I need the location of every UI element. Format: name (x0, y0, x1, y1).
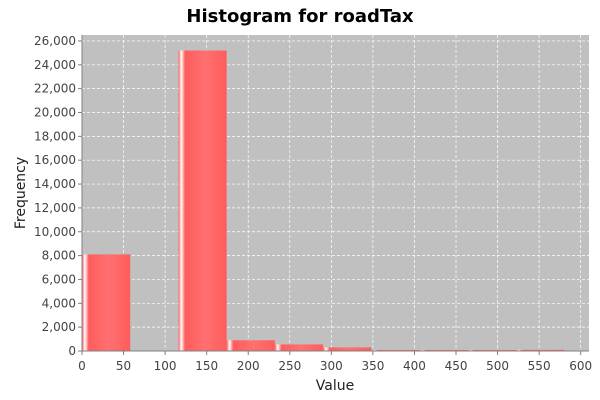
y-tick-label: 6,000 (42, 272, 76, 286)
x-tick-label: 350 (361, 359, 384, 373)
y-tick-label: 4,000 (42, 296, 76, 310)
x-tick-label: 300 (320, 359, 343, 373)
y-tick-label: 14,000 (34, 177, 76, 191)
x-tick-label: 200 (237, 359, 260, 373)
x-tick-label: 600 (569, 359, 592, 373)
histogram-bar (323, 347, 372, 351)
x-tick-label: 450 (445, 359, 468, 373)
chart-title: Histogram for roadTax (186, 6, 414, 27)
grid-lines (82, 35, 589, 351)
y-tick-label: 22,000 (34, 82, 76, 96)
x-tick-label: 150 (195, 359, 218, 373)
histogram-bar (274, 344, 324, 351)
histogram-bar (226, 340, 275, 351)
y-tick-label: 8,000 (42, 249, 76, 263)
x-tick-label: 500 (486, 359, 509, 373)
y-tick-label: 18,000 (34, 129, 76, 143)
x-tick-label: 100 (154, 359, 177, 373)
histogram-bar (178, 50, 227, 351)
y-tick-label: 26,000 (34, 34, 76, 48)
x-tick-label: 550 (528, 359, 551, 373)
y-tick-label: 12,000 (34, 201, 76, 215)
axes: 0 2,000 4,000 6,000 8,000 10,000 12,000 14,000 1… (34, 34, 592, 373)
y-tick-label: 0 (68, 344, 76, 358)
x-axis-label: Value (316, 378, 354, 394)
y-axis-label: Frequency (13, 157, 29, 229)
y-tick-label: 20,000 (34, 106, 76, 120)
y-tick-label: 2,000 (42, 320, 76, 334)
x-tick-label: 250 (278, 359, 301, 373)
y-tick-label: 16,000 (34, 153, 76, 167)
histogram-bar (82, 254, 131, 351)
histogram-bar (515, 349, 565, 351)
x-tick-label: 400 (403, 359, 426, 373)
y-tick-label: 24,000 (34, 58, 76, 72)
y-tick-label: 10,000 (34, 225, 76, 239)
x-tick-label: 50 (116, 359, 131, 373)
plot-area (82, 35, 589, 351)
x-tick-label: 0 (78, 359, 86, 373)
